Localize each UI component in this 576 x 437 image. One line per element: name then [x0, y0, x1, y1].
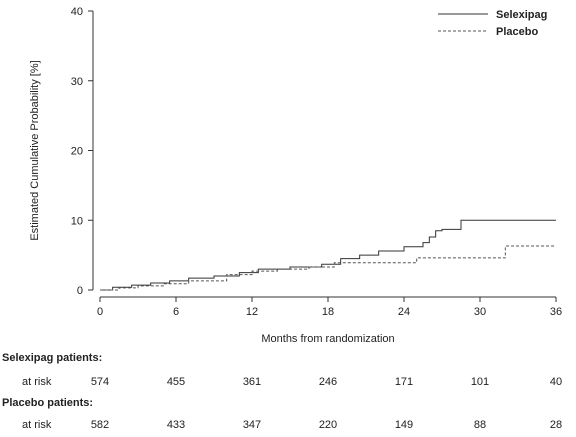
risk-group-title: Placebo patients: [2, 397, 94, 409]
series-placebo-line [100, 245, 556, 291]
x-tick-label: 0 [97, 306, 103, 318]
y-tick-label: 0 [77, 285, 83, 297]
risk-count: 171 [394, 376, 414, 388]
x-tick-label: 36 [550, 306, 562, 318]
risk-group-title: Selexipag patients: [2, 352, 103, 364]
legend-label-placebo: Placebo [496, 26, 538, 38]
x-axis-label: Months from randomization [261, 333, 394, 345]
y-tick-label: 10 [71, 215, 83, 227]
x-tick-label: 12 [246, 306, 258, 318]
y-tick-label: 30 [71, 76, 83, 88]
risk-count: 28 [549, 419, 563, 431]
x-tick-label: 18 [322, 306, 334, 318]
risk-count: 40 [549, 376, 563, 388]
risk-count: 101 [470, 376, 490, 388]
legend-label-selexipag: Selexipag [496, 9, 547, 21]
km-plot: 0 10 20 30 40 0 6 12 18 24 30 36 Selexipag Placebo M… [29, 6, 562, 345]
risk-row-label: at risk [22, 376, 52, 388]
risk-count: 433 [166, 419, 186, 431]
risk-count: 347 [242, 419, 262, 431]
x-tick-label: 24 [398, 306, 410, 318]
risk-count: 361 [242, 376, 262, 388]
y-tick-label: 20 [71, 146, 83, 158]
risk-count: 574 [90, 376, 110, 388]
axes: 0 10 20 30 40 0 6 12 18 24 30 36 [71, 6, 562, 318]
risk-count: 88 [473, 419, 487, 431]
risk-count: 149 [394, 419, 414, 431]
x-tick-label: 6 [173, 306, 179, 318]
legend: Selexipag Placebo [438, 9, 547, 38]
series-group [100, 219, 556, 291]
risk-count: 455 [166, 376, 186, 388]
risk-row-label: at risk [22, 419, 52, 431]
x-tick-label: 30 [474, 306, 486, 318]
risk-count: 582 [90, 419, 110, 431]
risk-count: 220 [318, 419, 338, 431]
y-tick-label: 40 [71, 6, 83, 18]
risk-count: 246 [318, 376, 338, 388]
y-axis-label: Estimated Cumulative Probability [%] [29, 60, 41, 240]
series-selexipag-line [100, 219, 556, 291]
